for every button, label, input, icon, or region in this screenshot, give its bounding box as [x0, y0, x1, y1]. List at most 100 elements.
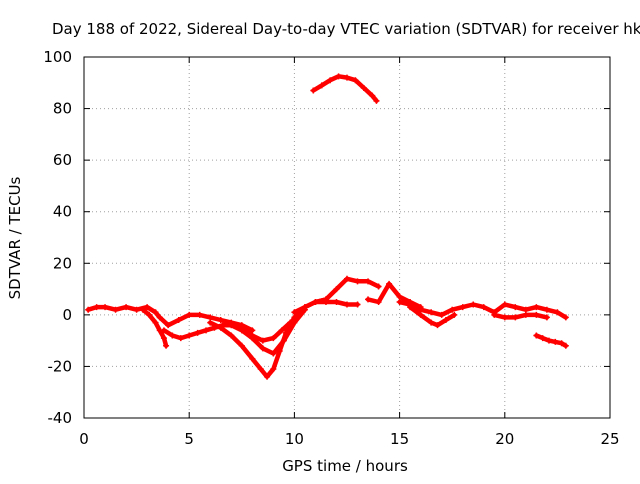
data-point [177, 335, 184, 342]
data-point [93, 304, 100, 311]
data-point [533, 304, 540, 311]
data-point [301, 304, 308, 311]
data-point [280, 337, 287, 344]
x-tick-label: 0 [79, 430, 89, 448]
series-cluster-afternoon [396, 298, 569, 321]
data-point [352, 77, 359, 84]
data-point [365, 278, 372, 285]
x-tick-label: 5 [184, 430, 194, 448]
data-point [522, 306, 529, 313]
data-point [165, 322, 172, 329]
data-point [552, 338, 559, 345]
data-point [333, 286, 340, 293]
series-arc-shallow-dip [238, 311, 302, 344]
series-trace [407, 304, 457, 328]
data-point [270, 366, 277, 373]
data-point [449, 306, 456, 313]
data-point [344, 275, 350, 282]
data-point [434, 322, 441, 329]
data-point [238, 342, 245, 349]
data-point [310, 87, 317, 94]
data-point [344, 74, 350, 81]
y-tick-label: 100 [43, 48, 72, 66]
data-point [259, 337, 266, 344]
y-tick-label: 20 [53, 254, 72, 272]
y-tick-label: 60 [53, 151, 72, 169]
series-arc-dip-3to4h [139, 306, 170, 349]
plot-frame [83, 56, 611, 419]
data-point [152, 319, 159, 326]
data-point [175, 317, 182, 324]
data-point [396, 298, 403, 305]
data-point [249, 355, 256, 362]
data-point [264, 373, 271, 380]
data-point [417, 306, 424, 313]
x-tick-label: 10 [285, 430, 304, 448]
data-point [375, 283, 382, 290]
y-axis-label: SDTVAR / TECUs [6, 176, 24, 299]
data-point [365, 296, 372, 303]
data-point [139, 306, 146, 313]
data-point [396, 293, 403, 300]
data-point [85, 306, 92, 313]
data-point [539, 335, 546, 342]
data-point [417, 311, 424, 318]
series-cluster-rise-11to14h [291, 275, 382, 316]
data-point [335, 73, 342, 80]
data-point [249, 327, 256, 334]
data-point [186, 311, 193, 318]
data-point [545, 337, 552, 344]
data-point [491, 311, 498, 318]
data-point [160, 335, 167, 342]
series-cluster-baseline [85, 304, 256, 334]
data-point [160, 327, 167, 334]
data-point [295, 311, 302, 318]
y-tick-label: 0 [62, 306, 72, 324]
data-point [501, 301, 508, 308]
tick-layer: 0 5 10 15 20 25 -40 -20 0 20 40 60 80 100 [43, 48, 619, 448]
data-point [327, 77, 334, 84]
series-trace [311, 74, 379, 104]
x-tick-label: 15 [390, 430, 409, 448]
data-point [558, 340, 565, 347]
series-arc-late-neg [533, 332, 569, 349]
data-point [112, 306, 119, 313]
data-point [470, 301, 477, 308]
grid-layer [84, 57, 610, 418]
data-point [375, 298, 382, 305]
data-point [533, 332, 540, 339]
data-point [207, 314, 214, 321]
data-point [344, 301, 350, 308]
series-cluster-low-20h [491, 311, 550, 321]
data-point [373, 97, 380, 104]
data-point [360, 84, 367, 91]
data-point [186, 332, 193, 339]
data-point [217, 317, 224, 324]
y-tick-label: -20 [48, 357, 73, 375]
data-point [270, 335, 277, 342]
data-point [257, 366, 264, 373]
data-point [312, 298, 319, 305]
data-point [522, 311, 529, 318]
data-point [133, 306, 140, 313]
data-point [228, 332, 235, 339]
data-point [144, 304, 151, 311]
x-tick-label: 25 [600, 430, 619, 448]
data-point [512, 314, 519, 321]
series-arc-afternoon-dip [407, 304, 458, 329]
data-point [459, 304, 466, 311]
x-axis-label: GPS time / hours [282, 457, 408, 475]
chart-title: Day 188 of 2022, Sidereal Day-to-day VTE… [52, 20, 640, 38]
data-point [512, 304, 519, 311]
x-tick-label: 20 [495, 430, 514, 448]
series-arc-high-peak [310, 73, 380, 104]
data-point [278, 327, 285, 334]
data-point [428, 319, 435, 326]
data-point [533, 311, 540, 318]
data-point [442, 317, 449, 324]
data-point [480, 304, 487, 311]
y-tick-label: 80 [53, 100, 72, 118]
data-point [318, 82, 325, 89]
